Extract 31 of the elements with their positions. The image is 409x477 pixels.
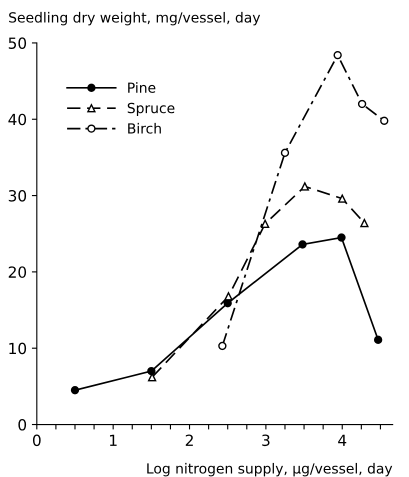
point <box>338 194 346 203</box>
legend-label: Spruce <box>128 102 174 116</box>
point <box>298 240 307 249</box>
point <box>300 182 309 191</box>
y-tick-label: 50 <box>8 37 26 49</box>
y-tick-label: 40 <box>8 114 26 126</box>
point <box>260 220 270 228</box>
point <box>280 148 290 157</box>
point <box>380 116 388 125</box>
point <box>333 50 342 60</box>
x-tick-label: 4 <box>338 434 346 446</box>
point <box>70 386 80 394</box>
x-tick-label: 0 <box>32 434 41 446</box>
y-tick-label: 20 <box>8 266 26 278</box>
x-axis-title: Log nitrogen supply, μg/vessel, day <box>147 462 392 476</box>
legend-label: Birch <box>128 122 161 134</box>
point <box>337 233 346 242</box>
x-tick-label: 2 <box>186 434 193 446</box>
x-tick-label: 3 <box>262 434 270 446</box>
point <box>224 292 233 300</box>
point <box>360 218 369 228</box>
y-axis-title: Seedling dry weight, mg/vessel, day <box>9 12 260 26</box>
point <box>358 100 366 108</box>
y-tick-label: 0 <box>18 418 26 431</box>
y-tick-label: 30 <box>8 190 26 202</box>
y-tick-label: 10 <box>9 342 26 354</box>
point <box>218 342 227 350</box>
legend-label: Pine <box>128 82 156 93</box>
point <box>374 336 382 344</box>
point <box>147 366 156 376</box>
x-tick-label: 1 <box>110 434 117 446</box>
